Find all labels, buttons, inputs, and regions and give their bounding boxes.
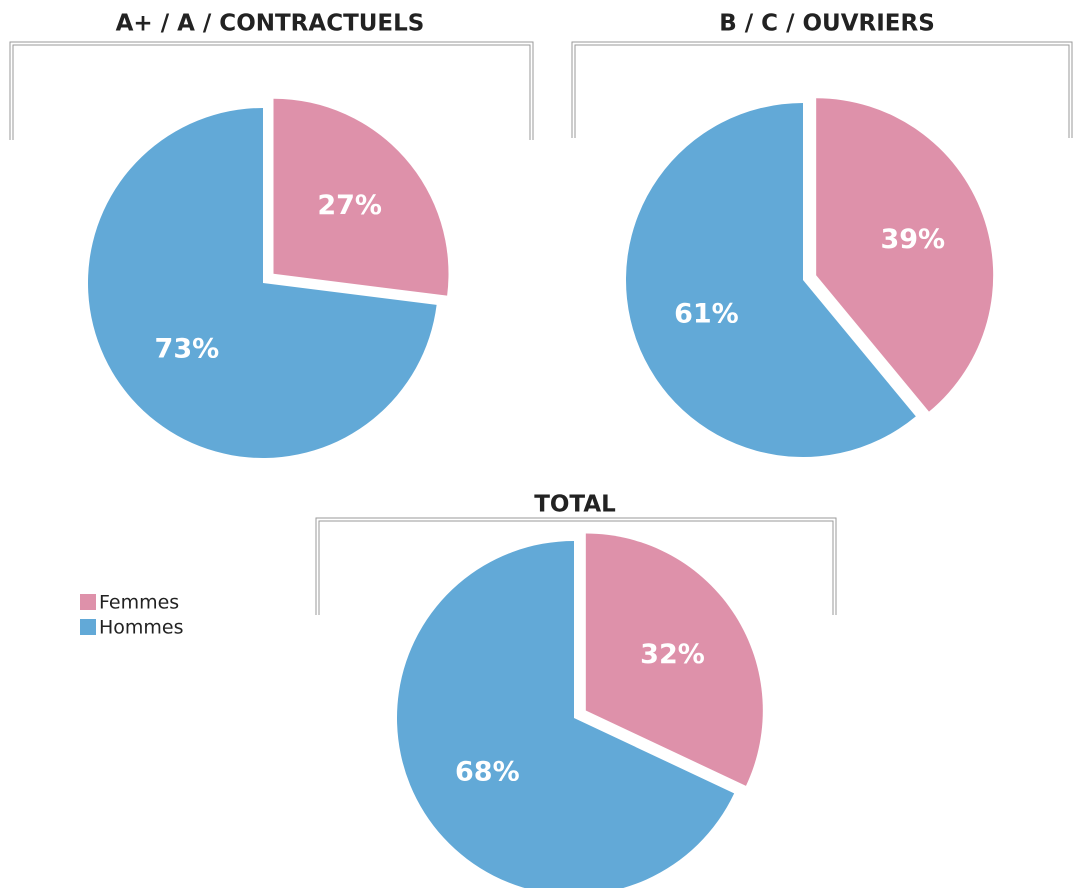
- pie-slice: [816, 98, 994, 412]
- legend-swatch: [80, 619, 96, 635]
- pie-slice: [585, 533, 763, 786]
- chart-title: TOTAL: [534, 492, 616, 518]
- chart-title: A+ / A / CONTRACTUELS: [116, 11, 425, 37]
- pie-slice: [87, 108, 437, 458]
- pie-slice: [397, 541, 735, 888]
- data-label: 32%: [640, 639, 705, 670]
- data-label: 61%: [674, 298, 739, 329]
- legend-label: Hommes: [99, 617, 184, 639]
- legend-swatch: [80, 594, 96, 610]
- data-label: 39%: [880, 224, 945, 255]
- legend-label: Femmes: [99, 592, 179, 614]
- data-label: 68%: [455, 757, 520, 788]
- pie-slice: [273, 98, 449, 296]
- data-label: 73%: [155, 334, 220, 365]
- bracket: [9, 41, 1073, 615]
- pie-slice: [626, 103, 916, 457]
- data-label: 27%: [317, 190, 382, 221]
- chart-title: B / C / OUVRIERS: [719, 11, 935, 37]
